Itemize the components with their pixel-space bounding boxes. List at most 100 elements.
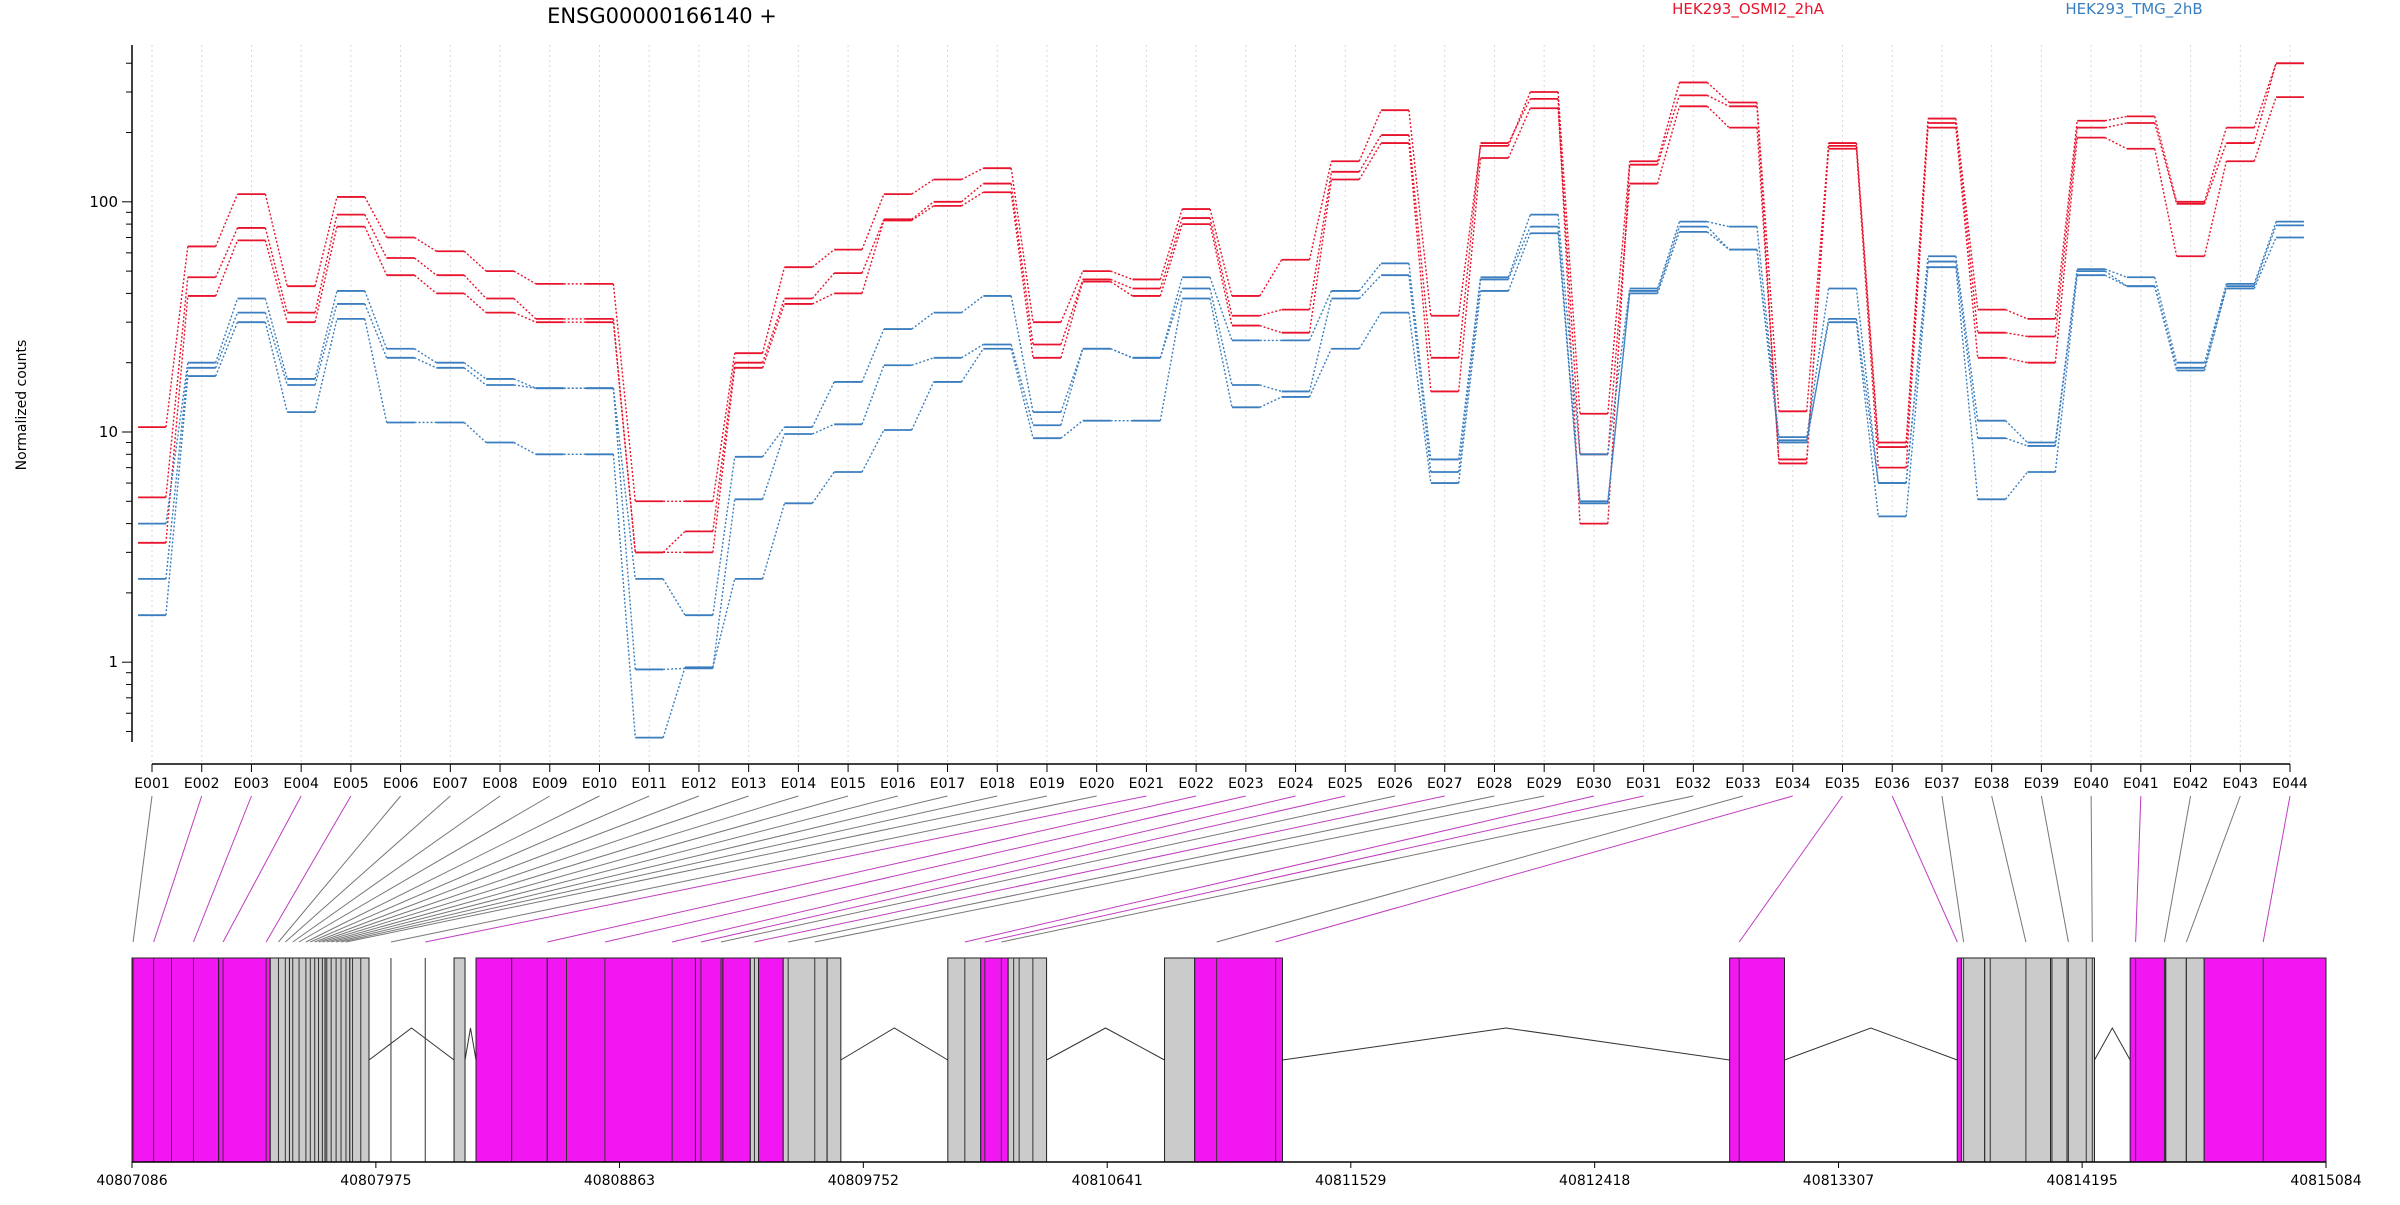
series-transition — [961, 191, 984, 207]
series-transition — [414, 348, 437, 364]
series-transition — [2005, 332, 2028, 338]
connector-e038 — [1991, 795, 2027, 943]
x-tick-label-e021: E021 — [1129, 776, 1165, 792]
series-transition — [1656, 226, 1681, 292]
series-transition — [662, 578, 686, 616]
exon-block — [269, 957, 290, 1163]
connector-e039 — [2040, 795, 2069, 943]
x-tick-label-e035: E035 — [1825, 776, 1861, 792]
exon-block-differential — [758, 957, 784, 1163]
series-transition — [911, 312, 935, 330]
connector-e037 — [1941, 795, 1965, 943]
series-transition — [1557, 98, 1581, 524]
connector-e010 — [305, 795, 600, 943]
series-transition — [1557, 91, 1581, 414]
series-transition — [1408, 110, 1432, 316]
series-transition — [2005, 357, 2028, 364]
coordinate-label: 40807975 — [340, 1173, 411, 1189]
x-tick-label-e017: E017 — [930, 776, 966, 792]
series-transition — [1806, 145, 1830, 412]
connector-e036 — [1891, 795, 1958, 943]
x-tick-label-e001: E001 — [134, 776, 170, 792]
x-tick-label-e008: E008 — [482, 776, 518, 792]
connector-e005 — [265, 795, 352, 943]
series-transition — [2005, 437, 2028, 447]
series-transition — [712, 499, 736, 669]
series-transition — [1259, 259, 1283, 297]
series-transition — [1159, 217, 1183, 289]
x-tick-label-e038: E038 — [1974, 776, 2010, 792]
connector-e041 — [2135, 795, 2142, 943]
series-transition — [1358, 142, 1382, 180]
series-transition — [314, 226, 338, 323]
series-transition — [1408, 275, 1432, 473]
connector-e024 — [672, 795, 1296, 943]
series-transition — [2154, 148, 2178, 257]
y-tick-label: 100 — [89, 193, 118, 211]
coordinate-label: 40811529 — [1315, 1173, 1386, 1189]
series-transition — [165, 295, 189, 543]
x-tick-label-e027: E027 — [1427, 776, 1463, 792]
series-transition — [612, 283, 636, 502]
series-transition — [463, 292, 487, 314]
series-transition — [761, 298, 786, 363]
series-transition — [1308, 290, 1333, 341]
exon-block — [826, 957, 842, 1163]
series-transition — [1656, 231, 1681, 294]
series-transition — [414, 274, 437, 294]
series-transition — [1905, 127, 1929, 468]
connector-e030 — [964, 795, 1595, 943]
series-transition — [1060, 281, 1084, 359]
series-transition — [1358, 134, 1382, 173]
x-tick-label-e025: E025 — [1328, 776, 1364, 792]
series-transition — [364, 290, 388, 349]
coordinate-label: 40809752 — [828, 1173, 899, 1189]
connector-e032 — [1001, 795, 1694, 943]
connector-e003 — [192, 795, 252, 943]
exon-block — [1960, 957, 1986, 1163]
series-transition — [1507, 91, 1531, 147]
series-transition — [1010, 168, 1034, 323]
series-transition — [1706, 94, 1730, 107]
series-transition — [861, 218, 885, 274]
series-transition — [314, 303, 338, 386]
series-transition — [961, 167, 984, 181]
connector-e040 — [2090, 795, 2093, 943]
series-transition — [1159, 288, 1183, 359]
exon-block-differential — [2203, 957, 2327, 1163]
series-transition — [1209, 223, 1233, 326]
series-transition — [2203, 288, 2228, 371]
x-tick-label-e003: E003 — [234, 776, 270, 792]
series-transition — [1358, 312, 1382, 350]
connector-e027 — [754, 795, 1445, 943]
series-transition — [2054, 137, 2078, 363]
series-transition — [264, 298, 288, 380]
series-transition — [1060, 348, 1084, 413]
series-transition — [1209, 217, 1233, 316]
series-transition — [2203, 127, 2228, 203]
series-transition — [2054, 271, 2078, 447]
series-transition — [1756, 127, 1780, 460]
series-transition — [1457, 290, 1482, 484]
series-transition — [1060, 420, 1084, 439]
series-transition — [1756, 102, 1780, 412]
x-tick-label-e006: E006 — [383, 776, 419, 792]
series-transition — [2253, 63, 2277, 144]
connector-e025 — [700, 795, 1346, 943]
connector-e008 — [292, 795, 501, 943]
x-tick-label-e018: E018 — [979, 776, 1015, 792]
series-transition — [811, 272, 835, 299]
series-transition — [513, 441, 537, 455]
series-transition — [463, 250, 487, 272]
x-tick-label-e039: E039 — [2024, 776, 2060, 792]
series-transition — [1358, 109, 1382, 162]
series-transition — [1507, 214, 1531, 278]
series-transition — [1060, 279, 1084, 345]
series-6-hek293_tmg_2hb — [138, 231, 2304, 739]
x-tick-label-e010: E010 — [582, 776, 618, 792]
intron-chevron — [368, 1027, 455, 1061]
intron-chevron — [1784, 1027, 1958, 1061]
series-transition — [1308, 348, 1333, 398]
x-tick-label-e043: E043 — [2222, 776, 2258, 792]
